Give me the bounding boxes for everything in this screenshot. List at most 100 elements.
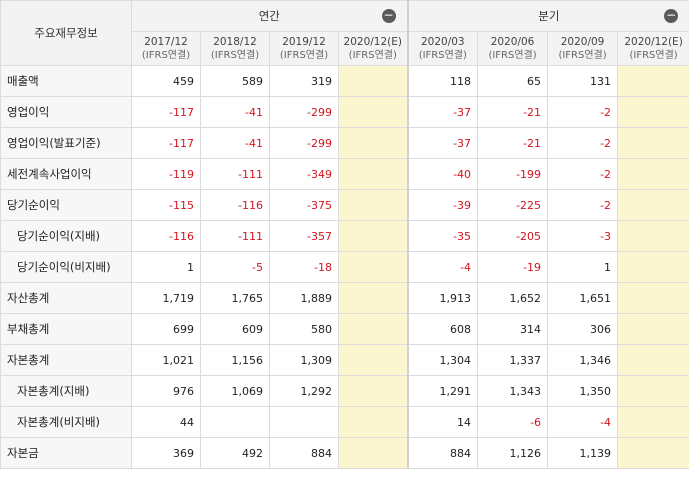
value-cell: 1,765 xyxy=(200,282,270,314)
value-cell: 459 xyxy=(131,65,201,97)
estimate-cell xyxy=(617,282,689,314)
value-cell: -119 xyxy=(131,158,201,190)
estimate-cell xyxy=(617,158,689,190)
value-cell: 14 xyxy=(406,406,479,438)
value-cell: -4 xyxy=(547,406,619,438)
value-cell: -357 xyxy=(269,220,339,252)
estimate-cell xyxy=(337,406,409,438)
period-header: 2020/12(E) (IFRS연결) xyxy=(337,31,409,66)
estimate-cell xyxy=(617,127,689,159)
table-row: 자본총계(비지배) 44 14 -6 -4 xyxy=(0,406,689,438)
value-cell: -5 xyxy=(200,251,270,283)
period-basis: (IFRS연결) xyxy=(488,49,537,61)
value-cell: -35 xyxy=(406,220,479,252)
table-row: 당기순이익(비지배) 1 -5 -18 -4 -19 1 xyxy=(0,251,689,283)
table-row: 영업이익 -117 -41 -299 -37 -21 -2 xyxy=(0,96,689,128)
value-cell: -117 xyxy=(131,127,201,159)
estimate-cell xyxy=(617,406,689,438)
value-cell: 1 xyxy=(547,251,619,283)
period-header: 2020/03 (IFRS연결) xyxy=(406,31,479,66)
value-cell: -40 xyxy=(406,158,479,190)
estimate-cell xyxy=(617,65,689,97)
period-date: 2020/12(E) xyxy=(624,35,683,48)
table-row: 세전계속사업이익 -119 -111 -349 -40 -199 -2 xyxy=(0,158,689,190)
period-date: 2018/12 xyxy=(213,35,257,48)
period-basis: (IFRS연결) xyxy=(418,49,467,61)
value-cell: 976 xyxy=(131,375,201,407)
row-label: 자본금 xyxy=(0,437,132,469)
estimate-cell xyxy=(617,344,689,376)
table-row: 자본총계 1,021 1,156 1,309 1,304 1,337 1,346 xyxy=(0,344,689,376)
estimate-cell xyxy=(337,251,409,283)
value-cell: 1,651 xyxy=(547,282,619,314)
value-cell: -225 xyxy=(477,189,549,221)
value-cell: 314 xyxy=(477,313,549,345)
value-cell: -115 xyxy=(131,189,201,221)
row-title-header: 주요재무정보 xyxy=(0,0,132,66)
period-header: 2017/12 (IFRS연결) xyxy=(131,31,201,66)
value-cell: 609 xyxy=(200,313,270,345)
value-cell: -41 xyxy=(200,96,270,128)
table-row: 당기순이익 -115 -116 -375 -39 -225 -2 xyxy=(0,189,689,221)
table-row: 자본금 369 492 884 884 1,126 1,139 xyxy=(0,437,689,469)
value-cell: 1,156 xyxy=(200,344,270,376)
value-cell: 580 xyxy=(269,313,339,345)
value-cell xyxy=(200,406,270,438)
value-cell: -349 xyxy=(269,158,339,190)
period-basis: (IFRS연결) xyxy=(348,49,397,61)
annual-collapse-icon[interactable]: − xyxy=(381,8,396,23)
estimate-cell xyxy=(337,65,409,97)
annual-label: 연간 xyxy=(258,9,280,23)
quarterly-label: 분기 xyxy=(538,9,560,23)
row-label: 당기순이익 xyxy=(0,189,132,221)
period-basis: (IFRS연결) xyxy=(629,49,678,61)
value-cell: 1,126 xyxy=(477,437,549,469)
value-cell: 319 xyxy=(269,65,339,97)
estimate-cell xyxy=(617,96,689,128)
estimate-cell xyxy=(337,96,409,128)
row-label: 당기순이익(비지배) xyxy=(0,251,132,283)
value-cell: -205 xyxy=(477,220,549,252)
value-cell: -41 xyxy=(200,127,270,159)
quarterly-collapse-icon[interactable]: − xyxy=(664,8,679,23)
value-cell: 1,652 xyxy=(477,282,549,314)
row-label: 자본총계(지배) xyxy=(0,375,132,407)
value-cell: -37 xyxy=(406,96,479,128)
estimate-cell xyxy=(337,375,409,407)
estimate-cell xyxy=(337,344,409,376)
row-label: 자산총계 xyxy=(0,282,132,314)
table-body: 매출액 459 589 319 118 65 131 영업이익 -117 -41 -299 -37 -2… xyxy=(0,65,689,469)
value-cell: -37 xyxy=(406,127,479,159)
value-cell: -6 xyxy=(477,406,549,438)
period-date: 2020/03 xyxy=(420,35,465,48)
value-cell: -21 xyxy=(477,96,549,128)
annual-group-header: 연간 − xyxy=(130,0,409,32)
estimate-cell xyxy=(617,189,689,221)
value-cell: -21 xyxy=(477,127,549,159)
value-cell: -111 xyxy=(200,158,270,190)
value-cell: 131 xyxy=(547,65,619,97)
period-date: 2017/12 xyxy=(144,35,188,48)
value-cell: -19 xyxy=(477,251,549,283)
value-cell xyxy=(269,406,339,438)
period-header: 2020/09 (IFRS연결) xyxy=(547,31,619,66)
table-row: 영업이익(발표기준) -117 -41 -299 -37 -21 -2 xyxy=(0,127,689,159)
value-cell: 1,069 xyxy=(200,375,270,407)
period-date: 2020/12(E) xyxy=(343,35,402,48)
value-cell: -2 xyxy=(547,189,619,221)
row-label: 자본총계 xyxy=(0,344,132,376)
estimate-cell xyxy=(617,251,689,283)
value-cell: 884 xyxy=(406,437,479,469)
row-label: 자본총계(비지배) xyxy=(0,406,132,438)
value-cell: 589 xyxy=(200,65,270,97)
value-cell: 1,291 xyxy=(406,375,479,407)
value-cell: -117 xyxy=(131,96,201,128)
value-cell: 1 xyxy=(131,251,201,283)
table-row: 자본총계(지배) 976 1,069 1,292 1,291 1,343 1,350 xyxy=(0,375,689,407)
value-cell: -299 xyxy=(269,127,339,159)
period-date: 2020/09 xyxy=(560,35,605,48)
value-cell: 1,913 xyxy=(406,282,479,314)
estimate-cell xyxy=(337,282,409,314)
value-cell: -199 xyxy=(477,158,549,190)
period-header: 2019/12 (IFRS연결) xyxy=(269,31,339,66)
